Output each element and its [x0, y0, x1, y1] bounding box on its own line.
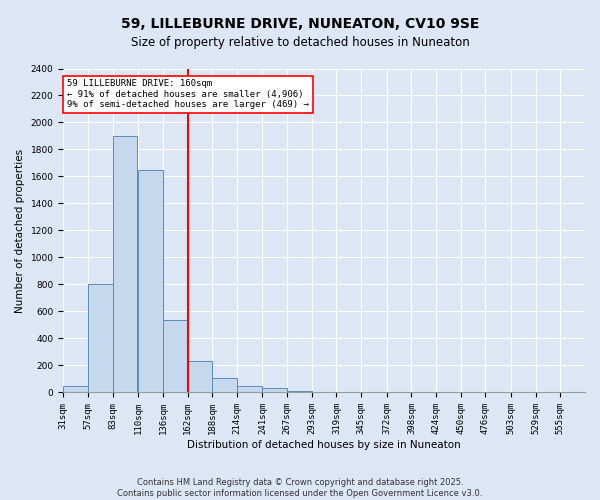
Bar: [138, 170, 163, 392]
Bar: [262, 388, 287, 392]
Bar: [287, 391, 312, 392]
Y-axis label: Number of detached properties: Number of detached properties: [15, 148, 25, 312]
Text: 59, LILLEBURNE DRIVE, NUNEATON, CV10 9SE: 59, LILLEBURNE DRIVE, NUNEATON, CV10 9SE: [121, 18, 479, 32]
Bar: [63, 386, 88, 392]
Bar: [88, 284, 113, 393]
Bar: [113, 136, 137, 392]
Text: Contains HM Land Registry data © Crown copyright and database right 2025.
Contai: Contains HM Land Registry data © Crown c…: [118, 478, 482, 498]
X-axis label: Distribution of detached houses by size in Nuneaton: Distribution of detached houses by size …: [187, 440, 461, 450]
Bar: [163, 320, 188, 392]
Bar: [212, 378, 237, 392]
Text: 59 LILLEBURNE DRIVE: 160sqm
← 91% of detached houses are smaller (4,906)
9% of s: 59 LILLEBURNE DRIVE: 160sqm ← 91% of det…: [67, 80, 309, 109]
Bar: [237, 386, 262, 392]
Text: Size of property relative to detached houses in Nuneaton: Size of property relative to detached ho…: [131, 36, 469, 49]
Bar: [188, 362, 212, 392]
